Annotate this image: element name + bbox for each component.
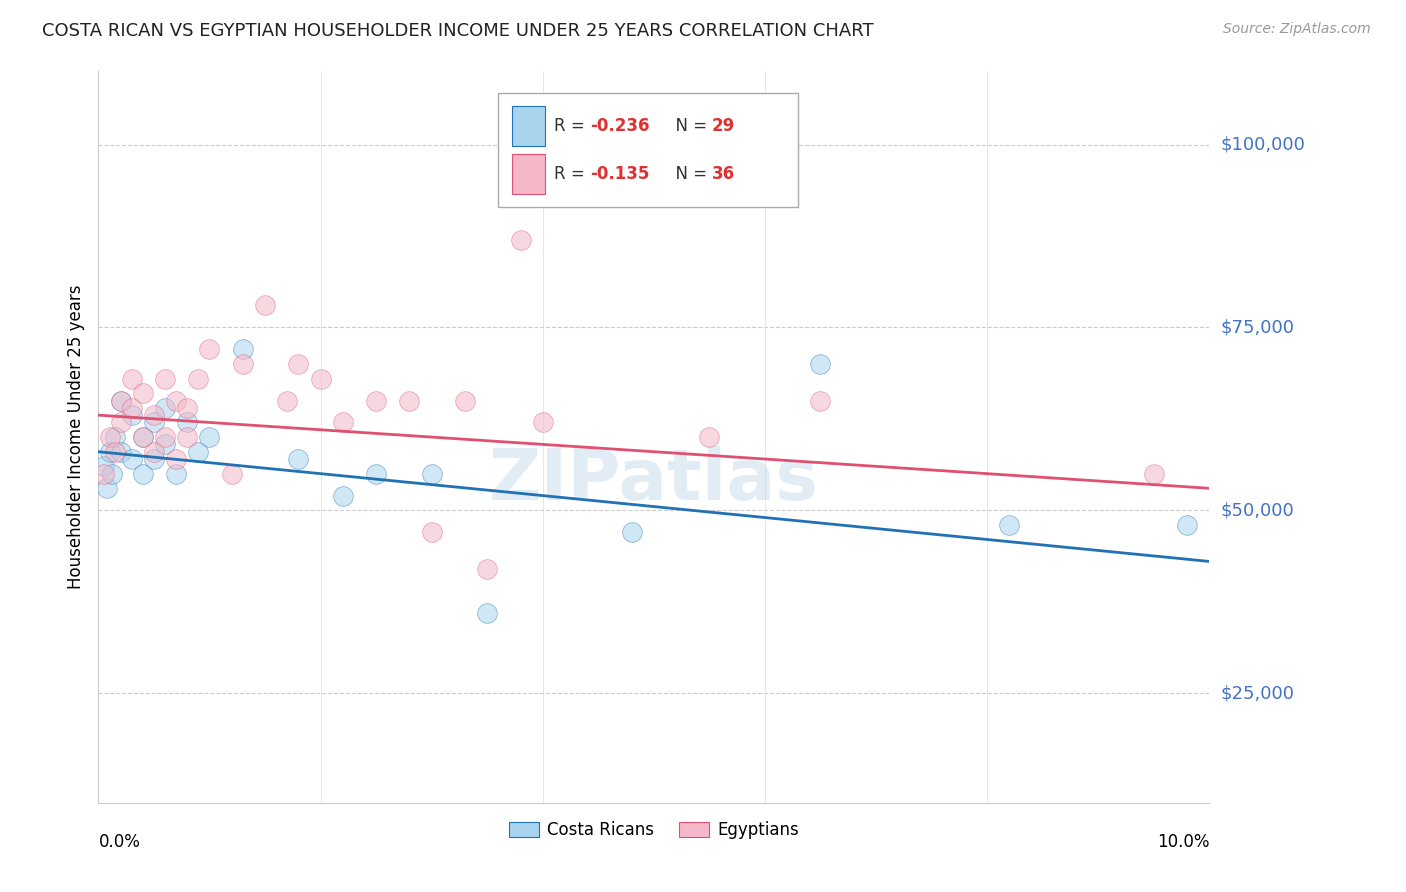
Text: -0.135: -0.135: [591, 165, 650, 183]
Point: [100, 467, 122, 481]
FancyBboxPatch shape: [512, 106, 546, 146]
Point: [198, 343, 221, 357]
Text: 29: 29: [711, 117, 735, 136]
Point: [531, 416, 554, 430]
Text: R =: R =: [554, 117, 591, 136]
Point: [998, 517, 1021, 532]
Point: [176, 401, 198, 415]
FancyBboxPatch shape: [512, 153, 546, 194]
Point: [1143, 467, 1166, 481]
Point: [153, 371, 176, 385]
Point: [176, 416, 198, 430]
Point: [420, 467, 443, 481]
Text: R =: R =: [554, 165, 591, 183]
Point: [93, 459, 115, 474]
Point: [232, 343, 254, 357]
Point: [332, 489, 354, 503]
Point: [110, 416, 132, 430]
Point: [420, 525, 443, 540]
Text: $25,000: $25,000: [1220, 684, 1295, 702]
Point: [121, 401, 143, 415]
Point: [198, 430, 221, 444]
Point: [110, 393, 132, 408]
Point: [253, 298, 276, 312]
Text: $75,000: $75,000: [1220, 318, 1295, 336]
Point: [620, 525, 643, 540]
Point: [232, 357, 254, 371]
Point: [143, 408, 166, 422]
Point: [153, 430, 176, 444]
Text: -0.236: -0.236: [591, 117, 650, 136]
Point: [132, 386, 155, 401]
Point: [104, 430, 127, 444]
Point: [121, 452, 143, 467]
Point: [165, 452, 187, 467]
Point: [132, 467, 155, 481]
Point: [153, 437, 176, 451]
Point: [1175, 517, 1198, 532]
Point: [475, 562, 499, 576]
Point: [98, 444, 121, 458]
Point: [810, 357, 832, 371]
Point: [153, 401, 176, 415]
Point: [509, 233, 531, 247]
Point: [143, 444, 166, 458]
Point: [187, 371, 209, 385]
Text: $100,000: $100,000: [1220, 136, 1305, 153]
Point: [454, 393, 477, 408]
Point: [810, 393, 832, 408]
Point: [104, 444, 127, 458]
Text: 0.0%: 0.0%: [98, 833, 141, 851]
Point: [132, 430, 155, 444]
Point: [96, 481, 118, 495]
Point: [366, 467, 388, 481]
Point: [287, 357, 309, 371]
Point: [132, 430, 155, 444]
Point: [176, 430, 198, 444]
Point: [165, 467, 187, 481]
Point: [276, 393, 298, 408]
Point: [110, 393, 132, 408]
Point: [165, 393, 187, 408]
Point: [121, 408, 143, 422]
Text: COSTA RICAN VS EGYPTIAN HOUSEHOLDER INCOME UNDER 25 YEARS CORRELATION CHART: COSTA RICAN VS EGYPTIAN HOUSEHOLDER INCO…: [42, 22, 873, 40]
Text: N =: N =: [665, 165, 713, 183]
Point: [221, 467, 243, 481]
Point: [699, 430, 721, 444]
Text: 10.0%: 10.0%: [1157, 833, 1209, 851]
Text: $50,000: $50,000: [1220, 501, 1294, 519]
Y-axis label: Householder Income Under 25 years: Householder Income Under 25 years: [66, 285, 84, 590]
Point: [110, 444, 132, 458]
Point: [93, 467, 115, 481]
Text: 36: 36: [711, 165, 735, 183]
Point: [475, 606, 499, 620]
Point: [332, 416, 354, 430]
Text: ZIPatlas: ZIPatlas: [489, 447, 818, 516]
Point: [121, 371, 143, 385]
FancyBboxPatch shape: [498, 94, 799, 207]
Point: [187, 444, 209, 458]
Point: [143, 452, 166, 467]
Point: [287, 452, 309, 467]
Point: [398, 393, 420, 408]
Point: [98, 430, 121, 444]
Text: N =: N =: [665, 117, 713, 136]
Text: Source: ZipAtlas.com: Source: ZipAtlas.com: [1223, 22, 1371, 37]
Point: [143, 416, 166, 430]
Legend: Costa Ricans, Egyptians: Costa Ricans, Egyptians: [502, 814, 806, 846]
Point: [366, 393, 388, 408]
Point: [309, 371, 332, 385]
